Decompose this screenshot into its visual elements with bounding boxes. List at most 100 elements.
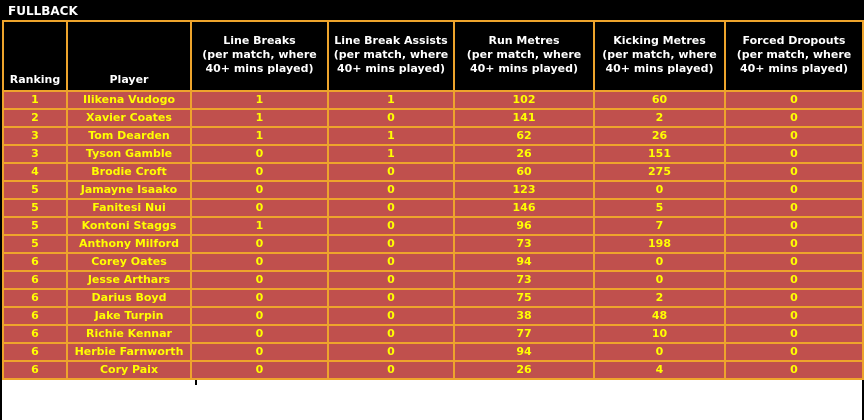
cell-ranking: 5 — [2, 180, 68, 200]
cell-player: Jake Turpin — [66, 306, 192, 326]
cell-player: Ilikena Vudogo — [66, 90, 192, 110]
cell-run-metres: 94 — [453, 342, 595, 362]
table-row: 3 Tom Dearden 1 1 62 26 0 — [2, 126, 864, 146]
cell-ranking: 5 — [2, 234, 68, 254]
cell-line-breaks: 0 — [190, 288, 329, 308]
partial-cell-border-tick — [195, 380, 197, 385]
cell-run-metres: 141 — [453, 108, 595, 128]
cell-line-breaks: 0 — [190, 234, 329, 254]
column-header-kicking-metres: Kicking Metres (per match, where 40+ min… — [593, 20, 726, 92]
cell-player: Brodie Croft — [66, 162, 192, 182]
cell-forced-dropouts: 0 — [724, 270, 864, 290]
table-row: 6 Jake Turpin 0 0 38 48 0 — [2, 306, 864, 326]
cell-line-break-assists: 0 — [327, 180, 455, 200]
cell-line-break-assists: 0 — [327, 288, 455, 308]
cell-run-metres: 26 — [453, 360, 595, 380]
cell-forced-dropouts: 0 — [724, 90, 864, 110]
cell-player: Kontoni Staggs — [66, 216, 192, 236]
table-row: 6 Corey Oates 0 0 94 0 0 — [2, 252, 864, 272]
cell-player: Jesse Arthars — [66, 270, 192, 290]
column-header-line-break-assists: Line Break Assists (per match, where 40+… — [327, 20, 455, 92]
cell-line-break-assists: 0 — [327, 198, 455, 218]
cell-player: Anthony Milford — [66, 234, 192, 254]
cell-line-break-assists: 1 — [327, 144, 455, 164]
cell-line-breaks: 0 — [190, 198, 329, 218]
cell-kicking-metres: 5 — [593, 198, 726, 218]
cell-ranking: 5 — [2, 198, 68, 218]
cell-line-break-assists: 0 — [327, 270, 455, 290]
cell-line-break-assists: 0 — [327, 234, 455, 254]
cell-kicking-metres: 0 — [593, 252, 726, 272]
cell-kicking-metres: 4 — [593, 360, 726, 380]
table-title: FULLBACK — [2, 2, 862, 20]
cell-player: Herbie Farnworth — [66, 342, 192, 362]
table-row: 5 Kontoni Staggs 1 0 96 7 0 — [2, 216, 864, 236]
cell-player: Jamayne Isaako — [66, 180, 192, 200]
cell-ranking: 2 — [2, 108, 68, 128]
cell-run-metres: 96 — [453, 216, 595, 236]
cell-forced-dropouts: 0 — [724, 252, 864, 272]
column-header-ranking: Ranking — [2, 20, 68, 92]
column-header-line-breaks: Line Breaks (per match, where 40+ mins p… — [190, 20, 329, 92]
cell-line-breaks: 1 — [190, 90, 329, 110]
cell-line-breaks: 0 — [190, 252, 329, 272]
table-row: 6 Darius Boyd 0 0 75 2 0 — [2, 288, 864, 308]
cell-kicking-metres: 2 — [593, 108, 726, 128]
cell-kicking-metres: 275 — [593, 162, 726, 182]
table-row: 5 Jamayne Isaako 0 0 123 0 0 — [2, 180, 864, 200]
table-row: 3 Tyson Gamble 0 1 26 151 0 — [2, 144, 864, 164]
cell-forced-dropouts: 0 — [724, 216, 864, 236]
bottom-strip — [2, 380, 862, 392]
cell-ranking: 1 — [2, 90, 68, 110]
cell-forced-dropouts: 0 — [724, 234, 864, 254]
cell-player: Corey Oates — [66, 252, 192, 272]
cell-forced-dropouts: 0 — [724, 306, 864, 326]
cell-kicking-metres: 10 — [593, 324, 726, 344]
cell-kicking-metres: 0 — [593, 180, 726, 200]
cell-ranking: 6 — [2, 270, 68, 290]
cell-line-break-assists: 0 — [327, 108, 455, 128]
cell-ranking: 4 — [2, 162, 68, 182]
cell-line-break-assists: 1 — [327, 126, 455, 146]
cell-run-metres: 146 — [453, 198, 595, 218]
cell-ranking: 6 — [2, 342, 68, 362]
cell-forced-dropouts: 0 — [724, 108, 864, 128]
table-row: 6 Herbie Farnworth 0 0 94 0 0 — [2, 342, 864, 362]
cell-ranking: 6 — [2, 288, 68, 308]
cell-run-metres: 62 — [453, 126, 595, 146]
table-row: 6 Jesse Arthars 0 0 73 0 0 — [2, 270, 864, 290]
cell-player: Cory Paix — [66, 360, 192, 380]
cell-line-breaks: 0 — [190, 324, 329, 344]
cell-player: Xavier Coates — [66, 108, 192, 128]
cell-line-break-assists: 0 — [327, 252, 455, 272]
cell-run-metres: 75 — [453, 288, 595, 308]
cell-run-metres: 73 — [453, 234, 595, 254]
cell-line-breaks: 1 — [190, 216, 329, 236]
cell-line-breaks: 0 — [190, 144, 329, 164]
table-row: 2 Xavier Coates 1 0 141 2 0 — [2, 108, 864, 128]
cell-run-metres: 60 — [453, 162, 595, 182]
cell-line-breaks: 0 — [190, 360, 329, 380]
cell-ranking: 5 — [2, 216, 68, 236]
cell-forced-dropouts: 0 — [724, 162, 864, 182]
cell-line-breaks: 0 — [190, 162, 329, 182]
table-row: 1 Ilikena Vudogo 1 1 102 60 0 — [2, 90, 864, 110]
cell-forced-dropouts: 0 — [724, 288, 864, 308]
cell-kicking-metres: 2 — [593, 288, 726, 308]
cell-line-break-assists: 1 — [327, 90, 455, 110]
table-body: 1 Ilikena Vudogo 1 1 102 60 0 2 Xavier Coates 1 0 1… — [2, 90, 864, 380]
cell-forced-dropouts: 0 — [724, 180, 864, 200]
stats-table: Ranking Player Line Breaks (per match, whe… — [2, 20, 864, 380]
cell-kicking-metres: 48 — [593, 306, 726, 326]
cell-kicking-metres: 0 — [593, 342, 726, 362]
cell-run-metres: 26 — [453, 144, 595, 164]
cell-player: Darius Boyd — [66, 288, 192, 308]
cell-forced-dropouts: 0 — [724, 126, 864, 146]
cell-line-break-assists: 0 — [327, 324, 455, 344]
cell-kicking-metres: 0 — [593, 270, 726, 290]
table-row: 4 Brodie Croft 0 0 60 275 0 — [2, 162, 864, 182]
cell-run-metres: 94 — [453, 252, 595, 272]
cell-run-metres: 38 — [453, 306, 595, 326]
cell-forced-dropouts: 0 — [724, 342, 864, 362]
